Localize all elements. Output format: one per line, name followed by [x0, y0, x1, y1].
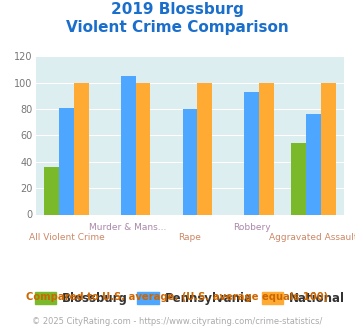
Bar [259, 82, 274, 214]
Text: Violent Crime Comparison: Violent Crime Comparison [66, 20, 289, 35]
Text: Murder & Mans...: Murder & Mans... [89, 223, 167, 232]
Text: 2019 Blossburg: 2019 Blossburg [111, 2, 244, 16]
Bar [74, 82, 89, 214]
Text: Robbery: Robbery [233, 223, 271, 232]
Bar [121, 76, 136, 215]
Bar [136, 82, 151, 214]
Text: Aggravated Assault: Aggravated Assault [269, 233, 355, 242]
Bar [59, 108, 74, 214]
Text: © 2025 CityRating.com - https://www.cityrating.com/crime-statistics/: © 2025 CityRating.com - https://www.city… [32, 317, 323, 326]
Bar [244, 92, 259, 214]
Bar [321, 82, 336, 214]
Bar [291, 143, 306, 214]
Legend: Blossburg, Pennsylvania, National: Blossburg, Pennsylvania, National [30, 287, 350, 310]
Bar [182, 109, 197, 214]
Text: Compared to U.S. average. (U.S. average equals 100): Compared to U.S. average. (U.S. average … [26, 292, 329, 302]
Bar [44, 167, 59, 214]
Bar [306, 114, 321, 214]
Bar [197, 82, 212, 214]
Text: Rape: Rape [179, 233, 201, 242]
Text: All Violent Crime: All Violent Crime [28, 233, 104, 242]
